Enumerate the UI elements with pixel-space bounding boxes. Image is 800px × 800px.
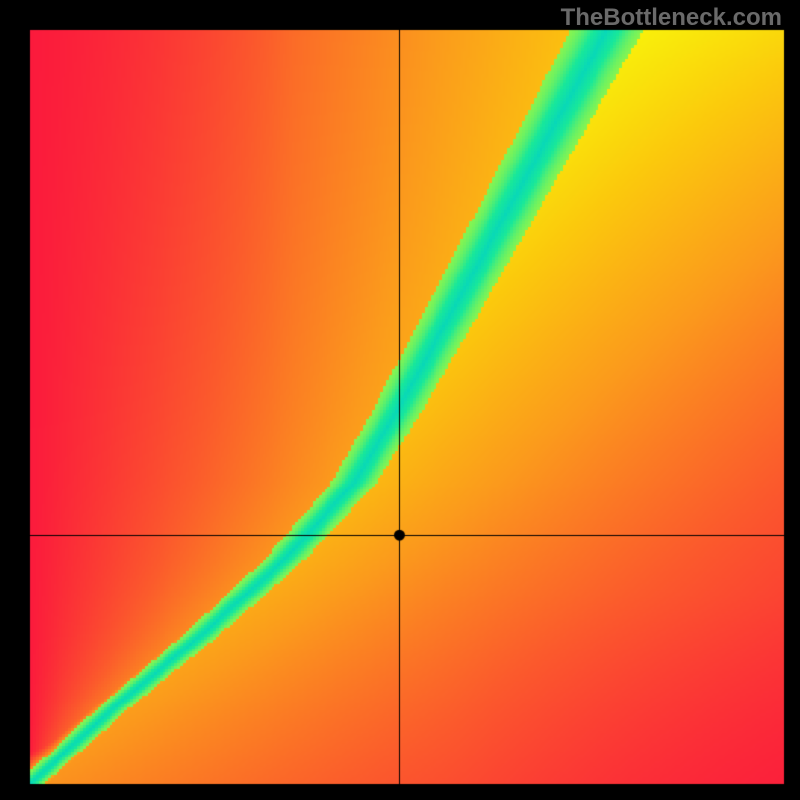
watermark-text: TheBottleneck.com	[561, 4, 782, 32]
bottleneck-heatmap-canvas	[0, 0, 800, 800]
chart-container: TheBottleneck.com	[0, 0, 800, 800]
